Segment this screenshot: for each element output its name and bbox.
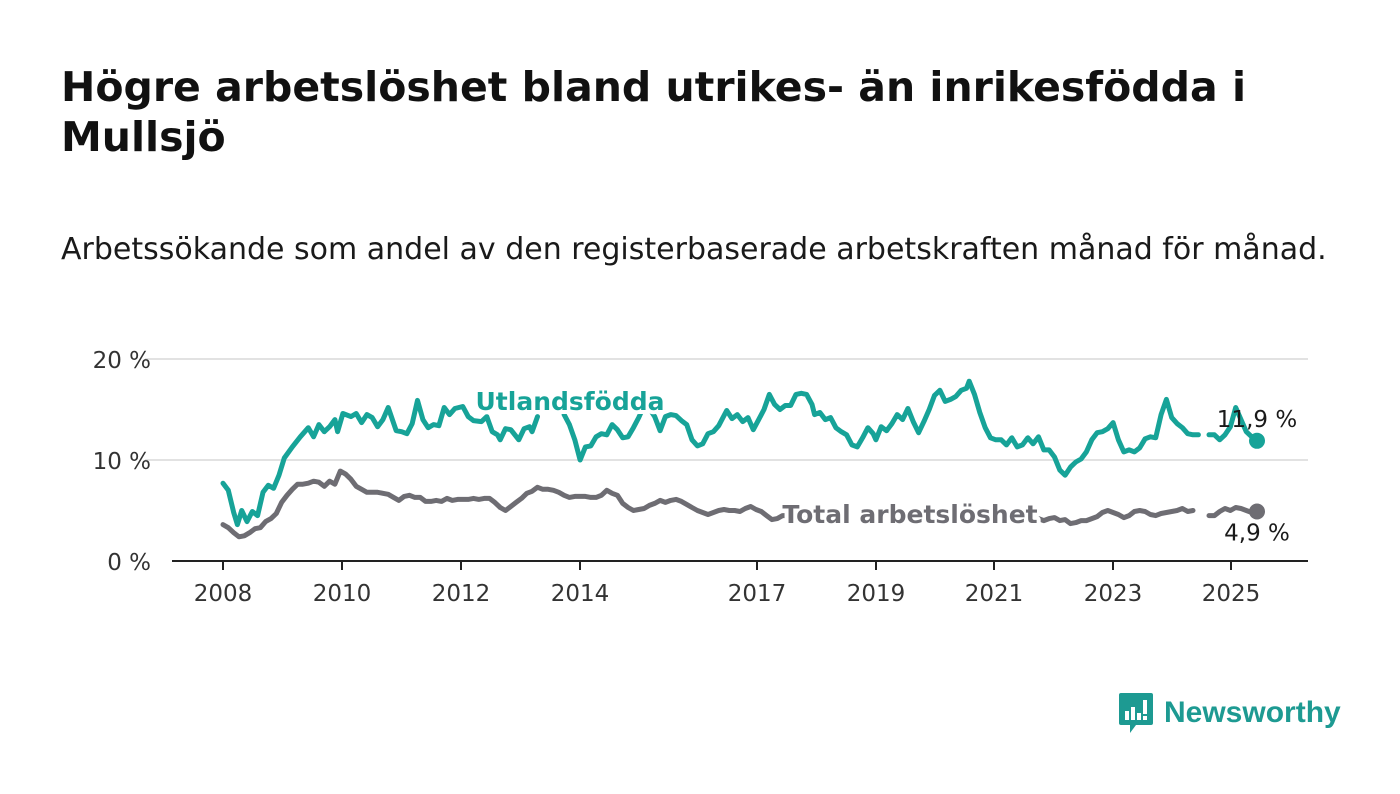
- annotation-utlandsfodda: Utlandsfödda: [476, 387, 665, 416]
- x-tick-label: 2012: [432, 581, 491, 607]
- chart-title: Högre arbetslöshet bland utrikes- än inr…: [61, 63, 1246, 161]
- x-tick-label: 2021: [965, 581, 1024, 607]
- line-chart: 0 % 10 % 20 % 2008 2010 2012 2014 2017 2019 2021 2…: [93, 348, 1308, 607]
- x-tick-label: 2023: [1084, 581, 1143, 607]
- series-lines: [220, 378, 1265, 540]
- annotation-total: Total arbetslöshet: [782, 500, 1037, 529]
- y-tick-label: 10 %: [93, 449, 151, 475]
- y-tick-label: 0 %: [107, 550, 151, 576]
- end-value-label-total: 4,9 %: [1224, 521, 1290, 547]
- gridlines: [145, 358, 1308, 461]
- end-value-label-utlandsfodda: 11,9 %: [1217, 407, 1297, 433]
- brand-name: Newsworthy: [1164, 696, 1341, 729]
- series-line-utlandsfodda: [220, 378, 1260, 528]
- axes: 0 % 10 % 20 % 2008 2010 2012 2014 2017 2019 2021 2…: [93, 348, 1308, 607]
- brand-logo: Newsworthy: [1118, 690, 1341, 736]
- series-labels: 11,9 % 4,9 % Utlandsfödda Total arbetslöshe…: [472, 383, 1298, 547]
- x-tick-label: 2025: [1202, 581, 1261, 607]
- x-tick-label: 2019: [847, 581, 906, 607]
- y-tick-label: 20 %: [93, 348, 151, 374]
- newsworthy-logo-icon: [1119, 693, 1153, 733]
- endpoint-total: [1249, 503, 1265, 520]
- x-tick-label: 2014: [551, 581, 610, 607]
- x-tick-label: 2017: [728, 581, 787, 607]
- endpoint-utlandsfodda: [1249, 432, 1265, 449]
- x-tick-label: 2008: [194, 581, 253, 607]
- series-line-total: [220, 468, 1260, 540]
- chart-subtitle: Arbetssökande som andel av den registerb…: [61, 232, 1327, 267]
- x-tick-label: 2010: [313, 581, 372, 607]
